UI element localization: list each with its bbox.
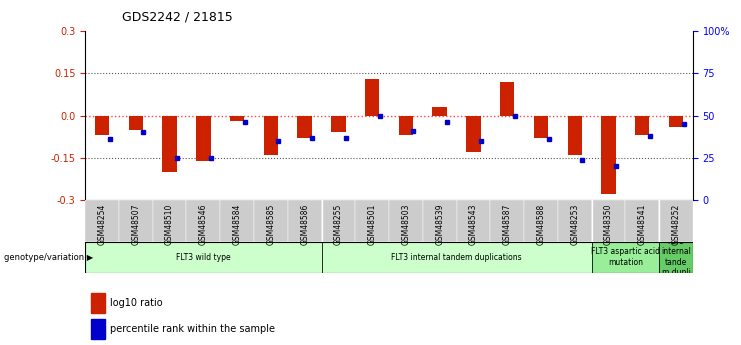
Text: FLT3 aspartic acid
mutation: FLT3 aspartic acid mutation [591,247,659,267]
Text: FLT3
internal
tande
m dupli: FLT3 internal tande m dupli [661,237,691,277]
Text: log10 ratio: log10 ratio [110,298,162,308]
Text: GSM48546: GSM48546 [199,204,208,245]
Text: GSM48541: GSM48541 [638,204,647,245]
Bar [85,200,119,242]
Bar [558,200,591,242]
Bar [365,79,379,116]
Bar [85,241,322,273]
Text: GSM48253: GSM48253 [570,204,579,245]
Text: GSM48588: GSM48588 [536,204,545,245]
Bar [230,116,245,121]
Bar [322,241,591,273]
Bar [568,116,582,155]
Bar [389,200,423,242]
Bar [95,116,109,135]
Bar [669,116,683,127]
Bar [129,116,143,130]
Text: GSM48503: GSM48503 [402,204,411,245]
Bar [635,116,649,135]
Text: GSM48584: GSM48584 [233,204,242,245]
Bar [500,82,514,116]
Text: FLT3 wild type: FLT3 wild type [176,253,230,262]
Text: GSM48507: GSM48507 [131,204,140,245]
Text: GSM48501: GSM48501 [368,204,376,245]
Bar [119,200,153,242]
Bar [254,200,288,242]
Bar [423,200,456,242]
Text: GDS2242 / 21815: GDS2242 / 21815 [122,10,233,23]
Bar [491,200,524,242]
Bar [534,116,548,138]
Bar [399,116,413,135]
Bar [331,116,345,132]
Bar [264,116,278,155]
Bar [187,200,220,242]
Bar [220,200,254,242]
Text: GSM48587: GSM48587 [502,204,512,245]
Bar [153,200,187,242]
Text: GSM48543: GSM48543 [469,204,478,245]
Bar [288,200,322,242]
Bar [322,200,355,242]
Bar [456,200,491,242]
Bar [591,241,659,273]
Bar [433,107,447,116]
Text: GSM48350: GSM48350 [604,204,613,245]
Text: GSM48585: GSM48585 [266,204,276,245]
Bar [91,293,104,313]
Bar [659,241,693,273]
Text: percentile rank within the sample: percentile rank within the sample [110,324,274,334]
Bar [355,200,389,242]
Text: GSM48586: GSM48586 [300,204,309,245]
Text: genotype/variation ▶: genotype/variation ▶ [4,253,93,262]
Bar [466,116,481,152]
Text: GSM48539: GSM48539 [435,204,444,245]
Text: FLT3 internal tandem duplications: FLT3 internal tandem duplications [391,253,522,262]
Text: GSM48510: GSM48510 [165,204,174,245]
Text: GSM48255: GSM48255 [334,204,343,245]
Bar [162,116,177,172]
Bar [659,200,693,242]
Bar [524,200,558,242]
Bar [196,116,210,161]
Bar [625,200,659,242]
Text: GSM48252: GSM48252 [671,204,680,245]
Text: GSM48254: GSM48254 [98,204,107,245]
Bar [91,319,104,339]
Bar [601,116,616,195]
Bar [297,116,312,138]
Bar [591,200,625,242]
